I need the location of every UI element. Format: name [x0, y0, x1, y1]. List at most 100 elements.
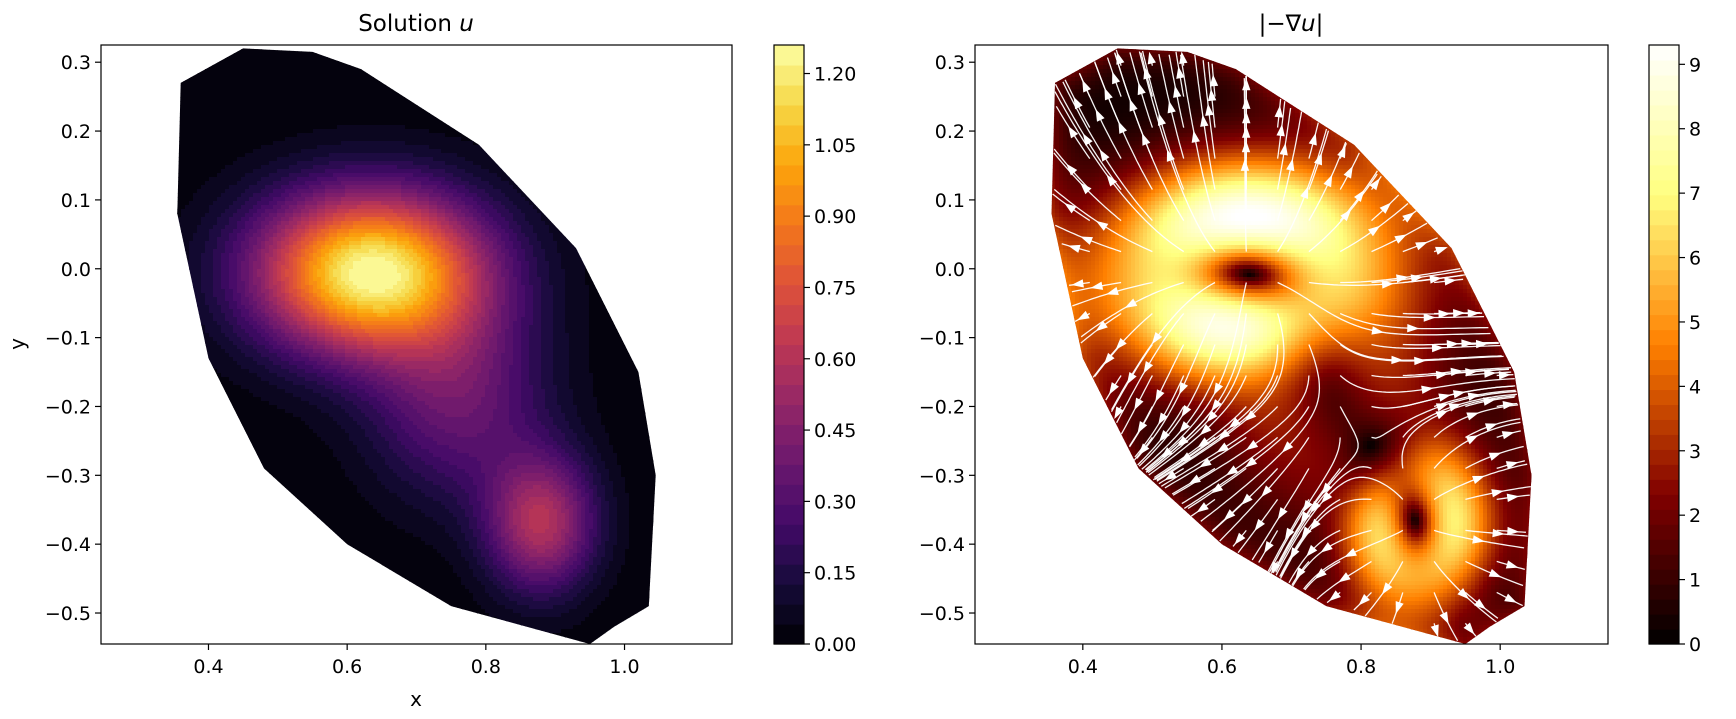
colorbar-band	[1649, 389, 1679, 405]
streamline-arrow	[1300, 186, 1309, 200]
colorbar-band	[1649, 104, 1679, 121]
streamline-arrow	[1197, 437, 1210, 448]
streamline-arrow	[1068, 125, 1079, 139]
y-tick-label: −0.4	[45, 534, 91, 556]
streamline-arrow	[1344, 548, 1357, 558]
streamline-arrow	[1484, 423, 1498, 432]
streamline-arrow	[1457, 588, 1470, 600]
y-tick-label: 0.2	[61, 121, 91, 143]
streamline-arrow	[1391, 355, 1404, 365]
streamline-arrow	[1491, 489, 1504, 498]
streamline-arrow	[1415, 241, 1428, 251]
streamline-arrow	[1395, 601, 1404, 614]
streamline-arrow	[1402, 212, 1415, 223]
streamline-arrow	[1321, 491, 1333, 504]
solution-u-plot: 0.4 0.6 0.8 1.0 0.3 0.2 0.1 0.0 −0.1 −0.2 −0.3 −0.4…	[5, 11, 733, 711]
streamline-arrow	[1240, 158, 1250, 171]
colorbar-band	[1649, 89, 1679, 106]
colorbar-band	[1649, 269, 1679, 286]
solution-colorbar-frame	[773, 44, 805, 645]
streamline-arrow	[1343, 166, 1353, 179]
streamline-arrow	[1308, 132, 1317, 146]
colorbar-tick-label: 4	[1689, 376, 1701, 398]
colorbar-band	[1649, 314, 1679, 331]
colorbar-band	[1649, 194, 1679, 211]
streamline-arrow	[1157, 113, 1167, 126]
streamline-arrow	[1381, 280, 1395, 289]
streamline-arrow	[1158, 412, 1168, 425]
colorbar-tick-label: 0.15	[814, 563, 856, 585]
streamline-arrow	[1179, 382, 1189, 395]
streamlines	[1052, 49, 1531, 642]
streamline-arrow	[1209, 74, 1219, 87]
streamline-arrow	[1488, 452, 1502, 461]
colorbar-band	[774, 384, 804, 405]
streamline-arrow	[1066, 163, 1078, 176]
streamline-arrow	[1228, 417, 1241, 429]
colorbar-band	[774, 144, 804, 166]
streamline-arrow	[1234, 532, 1246, 545]
streamline-arrow	[1488, 568, 1502, 578]
colorbar-band	[1649, 629, 1679, 645]
colorbar-tick-label: 3	[1689, 441, 1701, 463]
colorbar-band	[774, 264, 804, 286]
streamline-arrow	[1179, 421, 1191, 434]
y-tick-label: −0.3	[919, 465, 965, 487]
y-tick-label: −0.5	[919, 603, 965, 625]
streamline-arrow	[1302, 499, 1313, 513]
colorbar-band	[1649, 494, 1679, 510]
streamline-arrow	[1465, 368, 1478, 377]
colorbar-band	[1649, 329, 1679, 346]
streamline-arrow	[1306, 544, 1318, 557]
colorbar-tick-label: 5	[1689, 312, 1701, 334]
streamline-arrow	[1466, 412, 1480, 421]
streamline-arrow	[1137, 82, 1146, 96]
colorbar-band	[1649, 614, 1679, 630]
streamline-arrow	[1109, 382, 1119, 395]
y-tick-label: −0.1	[45, 328, 91, 350]
streamline-arrow	[1465, 435, 1479, 445]
colorbar-band	[774, 544, 804, 565]
streamline-arrow	[1104, 87, 1113, 101]
streamline-arrow	[1444, 277, 1457, 286]
streamline-arrow	[1472, 535, 1485, 544]
colorbar-band	[1649, 419, 1679, 435]
streamline-arrow	[1106, 286, 1119, 295]
streamline-arrow	[1205, 103, 1214, 116]
left-x-axis-label: x	[410, 687, 422, 711]
streamline-arrow	[1423, 313, 1436, 322]
streamline-arrow	[1505, 461, 1519, 470]
streamline-arrow	[1310, 500, 1321, 514]
streamline-arrow	[1217, 429, 1230, 440]
streamline-arrow	[1090, 281, 1104, 290]
gradient-magnitude-plot: 0.4 0.6 0.8 1.0 0.3 0.2 0.1 0.0 −0.1 −0.2 −0.3 −0.4…	[919, 11, 1609, 678]
streamline-arrow	[1271, 561, 1281, 575]
colorbar-tick-label: 1.20	[814, 64, 856, 86]
y-tick-label: −0.2	[45, 396, 91, 418]
x-tick-label: 0.8	[471, 656, 501, 678]
streamline-arrow	[1188, 474, 1201, 485]
solution-colorbar: 0.00 0.15 0.30 0.45 0.60 0.75 0.90 1.05 1.20	[773, 44, 856, 656]
streamline-arrow	[1431, 343, 1445, 353]
streamline-arrow	[1254, 518, 1266, 532]
streamline-arrow	[1429, 275, 1442, 284]
y-tick-label: −0.1	[919, 328, 965, 350]
streamline-arrow	[1340, 209, 1352, 222]
colorbar-band	[774, 104, 804, 126]
streamline-arrow	[1295, 567, 1306, 580]
streamline-arrow	[1394, 234, 1407, 244]
streamline-arrow	[1498, 371, 1512, 380]
streamline-arrow	[1379, 202, 1392, 214]
colorbar-band	[1649, 179, 1679, 196]
streamline-arrow	[1106, 174, 1117, 187]
colorbar-band	[1649, 284, 1679, 301]
colorbar-band	[1649, 374, 1679, 391]
streamline-arrow	[1504, 593, 1517, 603]
streamline-arrow	[1181, 404, 1192, 418]
streamline-arrow	[1284, 527, 1295, 541]
colorbar-band	[1649, 539, 1679, 555]
left-plot-frame	[100, 44, 733, 645]
y-tick-label: 0.3	[61, 52, 91, 74]
streamline-arrow	[1358, 594, 1370, 606]
y-tick-label: 0.1	[61, 190, 91, 212]
